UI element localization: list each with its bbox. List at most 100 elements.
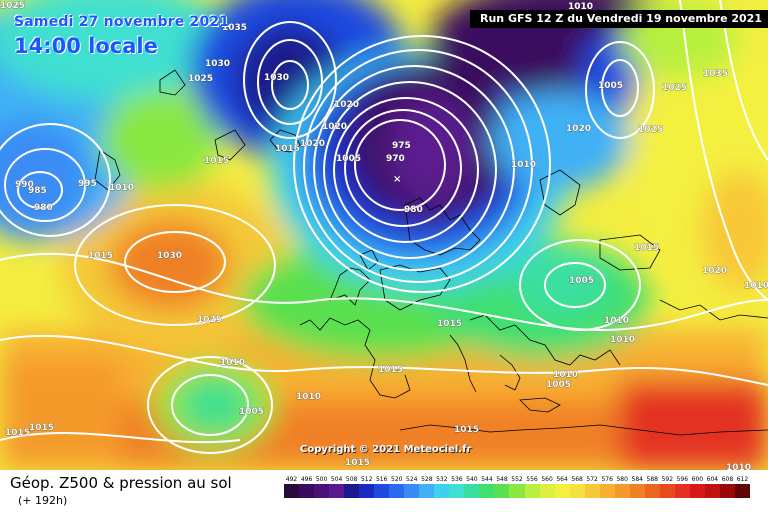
scale-color-swatch	[389, 484, 405, 498]
isobar-label: 1010	[568, 2, 593, 12]
scale-tick-label: 564	[556, 476, 568, 483]
isobar-label: 1005	[239, 407, 264, 417]
scale-tick-label: 548	[496, 476, 508, 483]
scale-tick-label: 588	[646, 476, 658, 483]
scale-tick-label: 608	[721, 476, 734, 483]
scale-tick-label: 576	[601, 476, 613, 483]
coastlines	[94, 69, 768, 436]
scale-color-swatch	[344, 484, 360, 498]
scale-tick-label: 604	[706, 476, 719, 483]
scale-tick-label: 516	[375, 476, 388, 483]
isobar-label: 1030	[205, 59, 230, 69]
scale-color-swatch	[464, 484, 480, 498]
scale-color-swatch	[374, 484, 390, 498]
scale-color-swatch	[629, 484, 645, 498]
isobar-label: 1010	[553, 370, 578, 380]
isobar-label: 1015	[275, 144, 300, 154]
scale-color-swatch	[314, 484, 330, 498]
color-scale-labels: 492 496 500 504 508 512 516 520 524 528 532 536 540 5…	[284, 476, 750, 483]
isobar-label: 1015	[88, 251, 113, 261]
isobar-label: 1025	[0, 1, 25, 11]
scale-color-swatch	[569, 484, 585, 498]
scale-tick-label: 552	[511, 476, 523, 483]
color-scale: 492 496 500 504 508 512 516 520 524 528 532 536 540 5…	[284, 476, 750, 498]
isobar-label: 1010	[610, 335, 635, 345]
scale-tick-label: 512	[360, 476, 373, 483]
scale-tick-label: 560	[541, 476, 553, 483]
scale-color-swatch	[359, 484, 375, 498]
scale-color-swatch	[434, 484, 450, 498]
forecast-time: 14:00 locale	[14, 34, 158, 58]
isobar-label: 1015	[5, 428, 30, 438]
isobar-label: 1025	[638, 125, 663, 135]
scale-color-swatch	[284, 484, 300, 498]
scale-color-swatch	[659, 484, 675, 498]
model-run-banner: Run GFS 12 Z du Vendredi 19 novembre 202…	[470, 10, 768, 28]
isobar-label: 1005	[546, 380, 571, 390]
isobar-label: 1030	[264, 73, 289, 83]
isobar-label: 1035	[703, 69, 728, 79]
isobar-label: 1020	[334, 100, 359, 110]
isobar-label: 1015	[204, 156, 229, 166]
scale-color-swatch	[644, 484, 660, 498]
scale-tick-label: 612	[736, 476, 749, 483]
isobar-label: 1005	[598, 81, 623, 91]
scale-tick-label: 500	[315, 476, 328, 483]
scale-color-swatch	[419, 484, 435, 498]
scale-tick-label: 544	[481, 476, 493, 483]
isobar-label: 995	[78, 179, 97, 189]
scale-color-swatch	[494, 484, 510, 498]
isobar-label: 1005	[569, 276, 594, 286]
scale-tick-label: 568	[571, 476, 583, 483]
isobar-label: 1015	[437, 319, 462, 329]
isobar-label: 1010	[511, 160, 536, 170]
isobar-label: 1015	[29, 423, 54, 433]
scale-tick-label: 600	[691, 476, 704, 483]
scale-color-swatch	[704, 484, 720, 498]
scale-tick-label: 596	[676, 476, 689, 483]
scale-tick-label: 492	[285, 476, 298, 483]
scale-tick-label: 572	[586, 476, 598, 483]
scale-color-swatch	[614, 484, 630, 498]
isobar-label: 1020	[322, 122, 347, 132]
scale-color-swatch	[584, 484, 600, 498]
scale-tick-label: 592	[661, 476, 674, 483]
isobar-label: 1015	[378, 365, 403, 375]
scale-tick-label: 556	[526, 476, 538, 483]
isobar-label: 1015	[634, 243, 659, 253]
color-scale-bar	[284, 484, 750, 498]
isobar-label: 1020	[702, 266, 727, 276]
legend-subtitle: (+ 192h)	[18, 494, 68, 507]
isobar-label: 980	[34, 203, 53, 213]
forecast-date: Samedi 27 novembre 2021	[14, 14, 230, 30]
copyright-notice: Copyright © 2021 Meteociel.fr	[300, 444, 472, 455]
isobar-lines	[0, 0, 768, 454]
scale-color-swatch	[479, 484, 495, 498]
isobar-label: 1010	[604, 316, 629, 326]
scale-color-swatch	[554, 484, 570, 498]
scale-tick-label: 528	[421, 476, 433, 483]
scale-tick-label: 504	[330, 476, 343, 483]
isobar-label: 1035	[222, 23, 247, 33]
isobar-label: 1025	[197, 315, 222, 325]
scale-tick-label: 520	[391, 476, 403, 483]
isobar-label: 1010	[726, 463, 751, 470]
low-center-marker: ×	[393, 174, 401, 185]
scale-color-swatch	[539, 484, 555, 498]
scale-color-swatch	[329, 484, 345, 498]
isobar-label: 1015	[454, 425, 479, 435]
isobar-label: 980	[404, 205, 423, 215]
scale-tick-label: 536	[451, 476, 463, 483]
isobar-label: 1010	[296, 392, 321, 402]
isobar-labels-layer: 1035 1030 1025 1020 1030 1010 1005 1020 …	[0, 1, 768, 470]
geopotential-map: ×	[0, 0, 768, 470]
scale-color-swatch	[404, 484, 420, 498]
scale-color-swatch	[599, 484, 615, 498]
scale-color-swatch	[449, 484, 465, 498]
scale-tick-label: 508	[345, 476, 358, 483]
isobar-label: 1010	[220, 358, 245, 368]
scale-color-swatch	[509, 484, 525, 498]
isobar-label: 1025	[188, 74, 213, 84]
scale-tick-label: 540	[466, 476, 478, 483]
